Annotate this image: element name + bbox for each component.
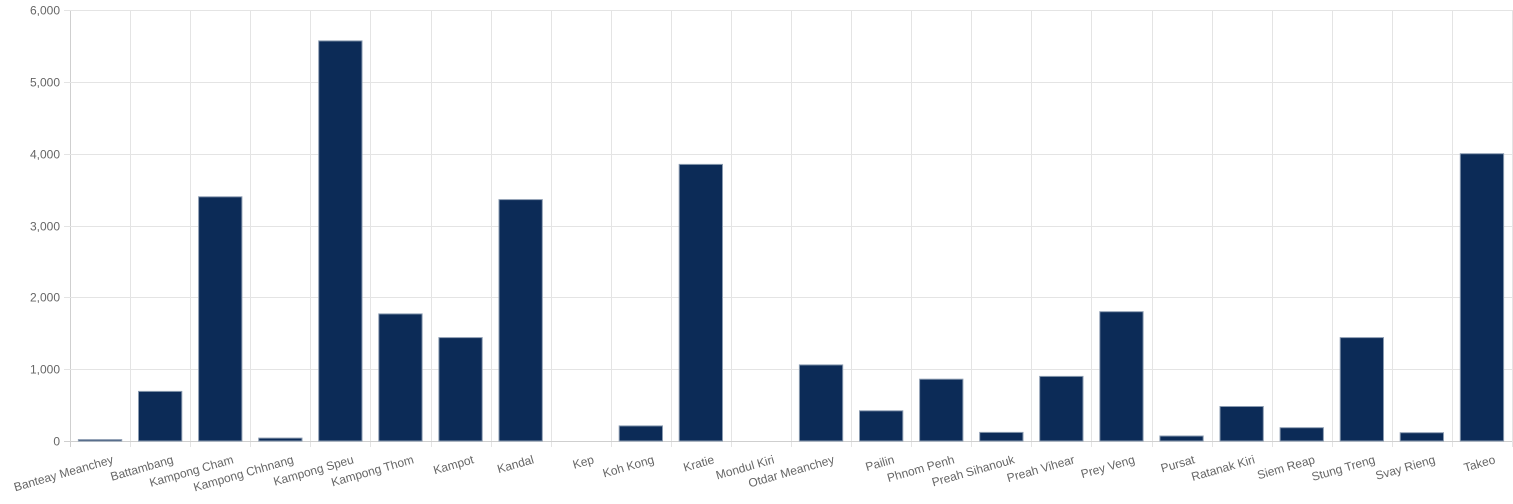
y-tick-label: 2,000	[30, 291, 60, 305]
bar[interactable]	[498, 199, 543, 442]
bar[interactable]	[198, 196, 243, 442]
y-axis-tick-labels: 0 1,000 2,000 3,000 4,000 5,000 6,000	[30, 4, 60, 449]
x-tick-label: Takeo	[1462, 452, 1497, 474]
bar[interactable]	[258, 437, 303, 442]
bar[interactable]	[1039, 375, 1084, 442]
x-tick-label: Svay Rieng	[1374, 452, 1437, 482]
bar[interactable]	[1279, 427, 1324, 442]
horizontal-gridlines	[64, 10, 1512, 442]
y-tick-label: 5,000	[30, 76, 60, 90]
bar[interactable]	[1159, 435, 1204, 442]
x-tick-label: Prey Veng	[1079, 452, 1136, 481]
bar[interactable]	[618, 425, 664, 442]
y-tick-label: 0	[53, 435, 60, 449]
x-tick-label: Koh Kong	[601, 452, 656, 480]
bar[interactable]	[979, 431, 1024, 442]
bar[interactable]	[678, 163, 724, 442]
x-tick-label: Kampot	[432, 452, 476, 477]
y-tick-label: 3,000	[30, 220, 60, 234]
vertical-gridlines	[70, 10, 1513, 447]
x-tick-label: Siem Reap	[1256, 452, 1317, 482]
bar[interactable]	[77, 439, 123, 442]
x-tick-label: Kratie	[682, 452, 716, 474]
y-tick-label: 6,000	[30, 4, 60, 18]
bar-series	[77, 40, 1505, 442]
x-tick-label: Kep	[571, 452, 596, 471]
bar[interactable]	[1459, 153, 1505, 442]
bar[interactable]	[438, 337, 483, 442]
y-tick-label: 1,000	[30, 363, 60, 377]
bar[interactable]	[919, 378, 964, 442]
x-tick-label: Preah Vihear	[1005, 452, 1076, 485]
x-tick-label: Banteay Meanchey	[12, 452, 115, 494]
x-tick-label: Kandal	[496, 452, 536, 476]
x-tick-label: Ratanak Kiri	[1190, 452, 1257, 483]
bar[interactable]	[378, 313, 423, 442]
bar[interactable]	[1339, 337, 1384, 442]
bar[interactable]	[1099, 311, 1144, 442]
bar[interactable]	[798, 364, 844, 442]
bar[interactable]	[1219, 406, 1264, 442]
bar[interactable]	[138, 390, 183, 442]
y-tick-label: 4,000	[30, 148, 60, 162]
bar[interactable]	[318, 40, 363, 442]
bar[interactable]	[859, 410, 904, 442]
bar[interactable]	[1399, 432, 1444, 442]
x-tick-label: Stung Treng	[1310, 452, 1377, 483]
